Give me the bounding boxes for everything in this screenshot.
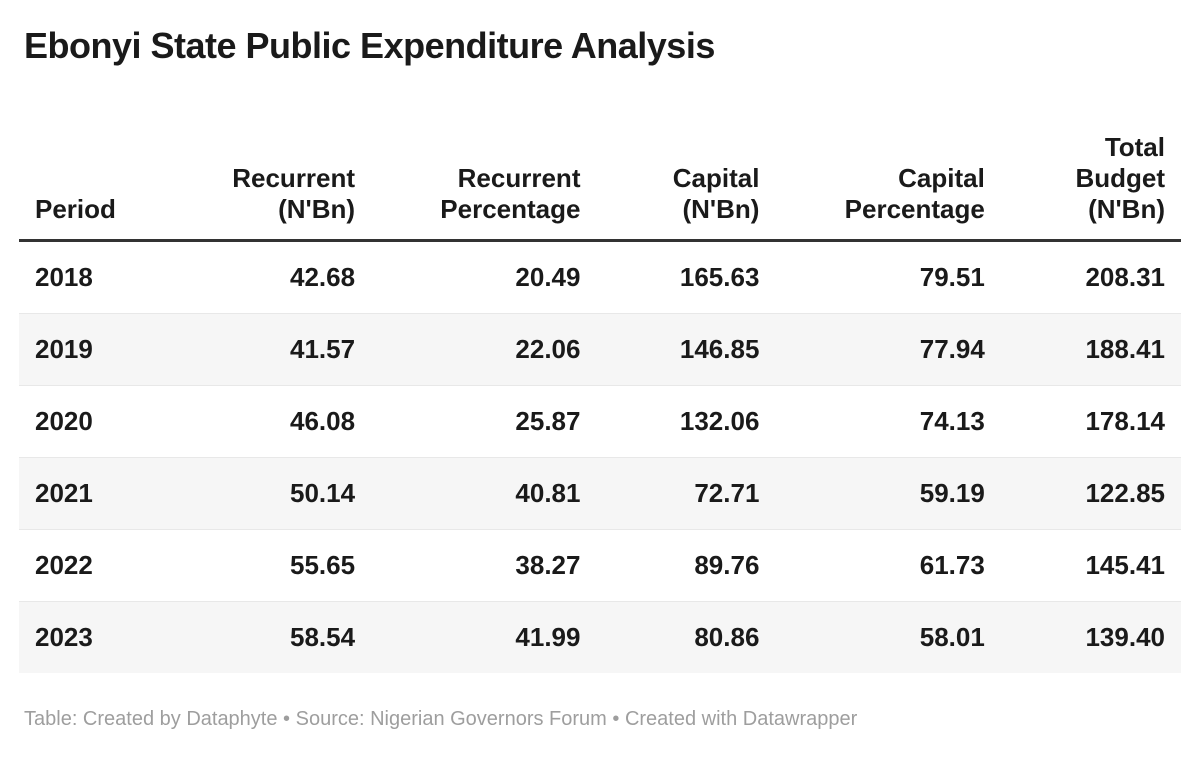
table-row-2023: 2023 58.54 41.99 80.86 58.01 139.40 — [19, 601, 1181, 673]
value-cell-capital-nbn: 89.76 — [694, 550, 760, 580]
value-cell-recurrent-nbn: 55.65 — [289, 550, 356, 580]
value-cell-capital-nbn: 80.86 — [694, 622, 760, 652]
table-attribution: Table: Created by Dataphyte • Source: Ni… — [24, 708, 858, 730]
value-cell-capital-percentage: 77.94 — [919, 334, 985, 364]
value-cell-recurrent-nbn: 50.14 — [289, 478, 356, 508]
value-cell-capital-percentage: 58.01 — [919, 622, 985, 652]
column-header-period: Period — [19, 82, 161, 242]
value-cell-recurrent-percentage: 20.49 — [515, 262, 581, 292]
value-cell-capital-percentage: 61.73 — [919, 550, 985, 580]
table-row-2020: 2020 46.08 25.87 132.06 74.13 178.14 — [19, 385, 1181, 458]
value-cell-recurrent-nbn: 46.08 — [289, 406, 356, 436]
value-cell-recurrent-nbn: 58.54 — [289, 622, 356, 652]
value-cell-total-budget-nbn: 122.85 — [1085, 478, 1165, 508]
value-cell-total-budget-nbn: 208.31 — [1085, 262, 1165, 292]
table-row-2021: 2021 50.14 40.81 72.71 59.19 122.85 — [19, 457, 1181, 530]
column-header-capital-nbn: Capital (N'Bn) — [596, 82, 776, 242]
period-cell: 2018 — [35, 262, 93, 292]
value-cell-recurrent-percentage: 41.99 — [515, 622, 581, 652]
table-row-2022: 2022 55.65 38.27 89.76 61.73 145.41 — [19, 529, 1181, 602]
value-cell-capital-percentage: 59.19 — [919, 478, 985, 508]
period-cell: 2020 — [35, 406, 93, 436]
chart-title: Ebonyi State Public Expenditure Analysis — [24, 25, 715, 66]
period-cell: 2021 — [35, 478, 93, 508]
value-cell-recurrent-percentage: 40.81 — [515, 478, 581, 508]
value-cell-total-budget-nbn: 188.41 — [1085, 334, 1165, 364]
column-header-recurrent-nbn: Recurrent (N'Bn) — [160, 82, 372, 242]
value-cell-recurrent-percentage: 22.06 — [515, 334, 581, 364]
value-cell-capital-percentage: 74.13 — [919, 406, 985, 436]
value-cell-capital-nbn: 146.85 — [679, 334, 760, 364]
period-cell: 2023 — [35, 622, 93, 652]
value-cell-capital-nbn: 132.06 — [679, 406, 760, 436]
value-cell-capital-nbn: 165.63 — [679, 262, 760, 292]
value-cell-recurrent-percentage: 25.87 — [515, 406, 581, 436]
value-cell-total-budget-nbn: 139.40 — [1085, 622, 1165, 652]
table-header: Period Recurrent (N'Bn) Recurrent Percenta… — [19, 82, 1181, 242]
value-cell-total-budget-nbn: 178.14 — [1085, 406, 1165, 436]
value-cell-recurrent-nbn: 42.68 — [289, 262, 356, 292]
value-cell-total-budget-nbn: 145.41 — [1085, 550, 1165, 580]
period-cell: 2022 — [35, 550, 93, 580]
expenditure-table: Period Recurrent (N'Bn) Recurrent Percenta… — [19, 82, 1181, 673]
value-cell-capital-percentage: 79.51 — [919, 262, 985, 292]
value-cell-capital-nbn: 72.71 — [694, 478, 760, 508]
column-header-recurrent-percentage: Recurrent Percentage — [371, 82, 597, 242]
table-row-2018: 2018 42.68 20.49 165.63 79.51 208.31 — [19, 241, 1181, 314]
header-row: Period Recurrent (N'Bn) Recurrent Percenta… — [19, 82, 1181, 242]
datawrapper-table-chart: Ebonyi State Public Expenditure Analysis… — [0, 24, 1200, 731]
column-header-capital-percentage: Capital Percentage — [775, 82, 1001, 242]
period-cell: 2019 — [35, 334, 93, 364]
value-cell-recurrent-percentage: 38.27 — [515, 550, 581, 580]
table-row-2019: 2019 41.57 22.06 146.85 77.94 188.41 — [19, 313, 1181, 386]
column-header-total-budget-nbn: Total Budget (N'Bn) — [1000, 82, 1181, 242]
value-cell-recurrent-nbn: 41.57 — [289, 334, 356, 364]
table-body: 2018 42.68 20.49 165.63 79.51 208.31 2019 41.57… — [19, 241, 1181, 673]
